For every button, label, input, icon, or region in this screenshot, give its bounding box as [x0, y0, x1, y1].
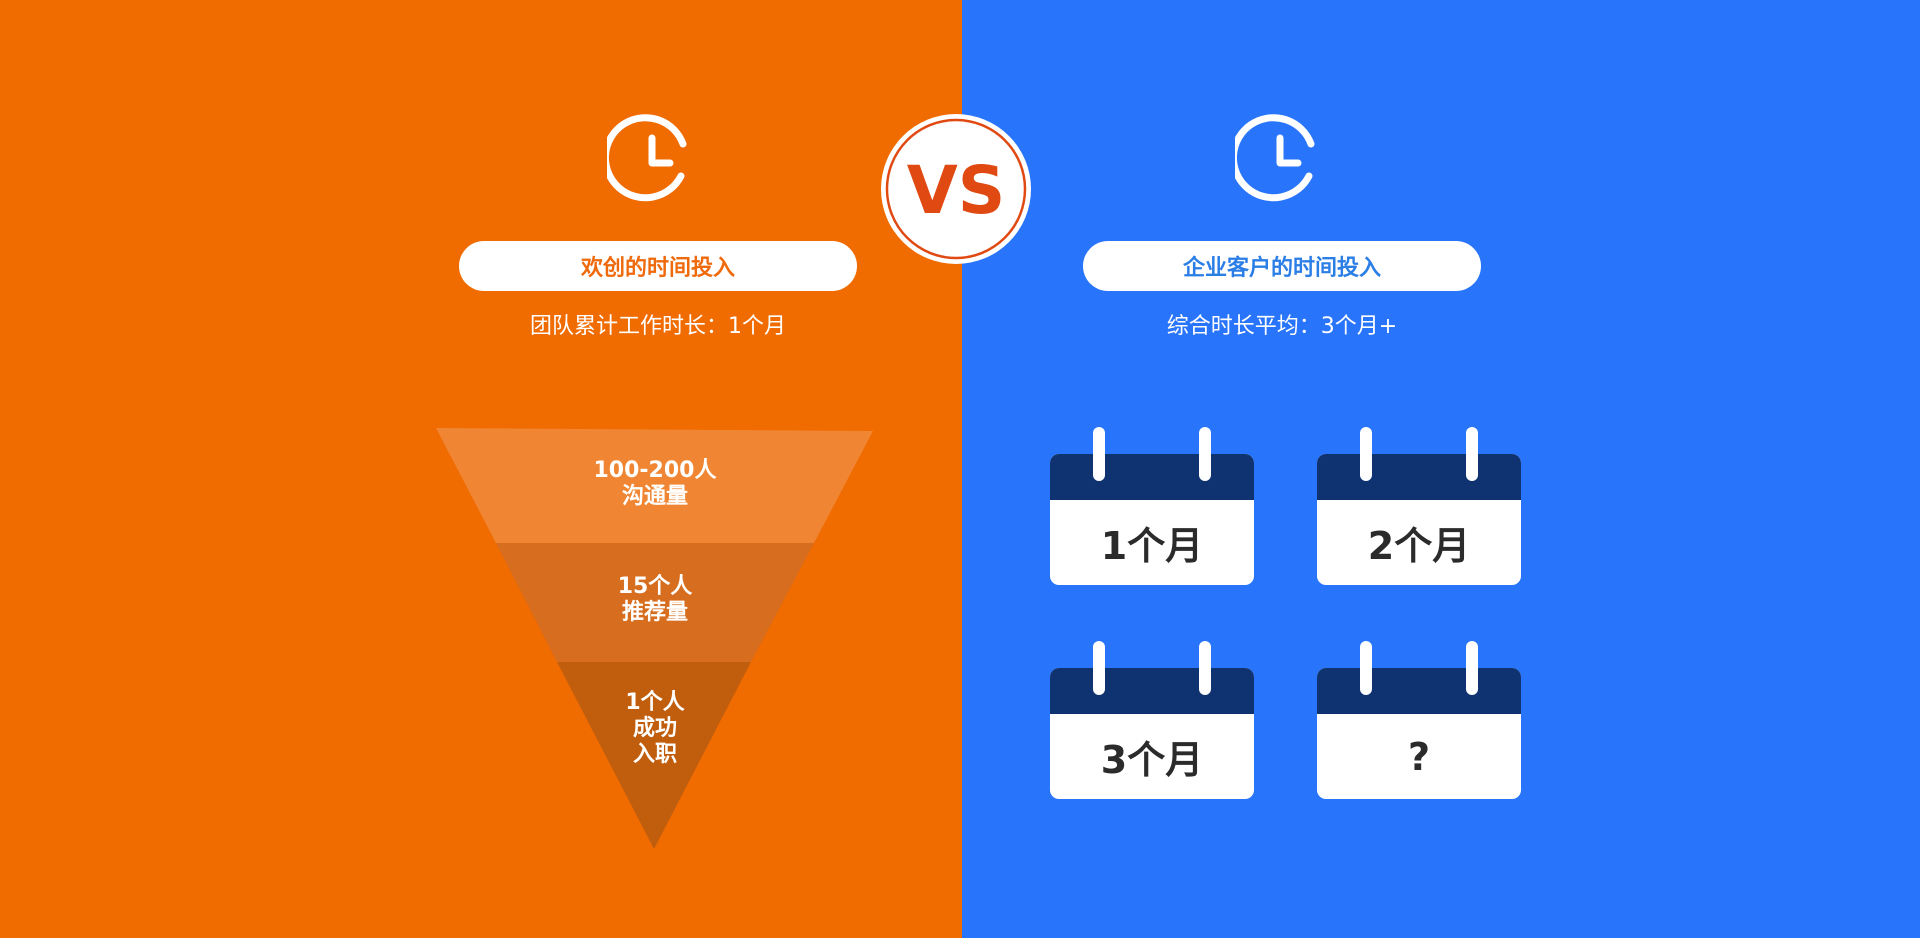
funnel-tier-bottom-line1: 1个人: [625, 690, 685, 715]
funnel-tier-top-line1: 100-200人: [593, 458, 717, 483]
right-title: 企业客户的时间投入: [1182, 256, 1381, 281]
funnel-tier-bottom-label: 1个人 成功 入职: [505, 690, 805, 768]
funnel-tier-middle-line1: 15个人: [617, 574, 693, 599]
calendar-icon: 3个月: [1050, 641, 1254, 801]
funnel-tier-middle-label: 15个人 推荐量: [505, 574, 805, 626]
funnel-tier-top-label: 100-200人 沟通量: [505, 458, 805, 510]
left-title-pill: 欢创的时间投入: [459, 241, 857, 291]
calendar-label: 3个月: [1100, 738, 1204, 782]
left-title: 欢创的时间投入: [580, 256, 735, 281]
funnel: [436, 428, 873, 849]
calendar-label: ?: [1407, 734, 1431, 779]
calendar-icon: ?: [1317, 641, 1521, 801]
funnel-tier-top: [436, 428, 873, 543]
funnel-tier-bottom-line2: 成功: [632, 716, 677, 741]
right-panel: 企业客户的时间投入 综合时长平均：3个月+ 1个月 2个月: [962, 0, 1920, 938]
calendar-icon: 1个月: [1050, 427, 1254, 587]
vs-badge: VS: [881, 114, 1031, 264]
calendar-label: 1个月: [1100, 524, 1204, 568]
vs-text: VS: [907, 152, 1006, 229]
funnel-tier-middle: [496, 543, 814, 662]
clock-icon: [607, 114, 687, 202]
clock-icon: [1235, 114, 1315, 202]
right-title-pill: 企业客户的时间投入: [1083, 241, 1481, 291]
calendar-icon: 2个月: [1317, 427, 1521, 587]
left-subtitle: 团队累计工作时长：1个月: [530, 314, 786, 339]
funnel-tier-bottom-line3: 入职: [632, 742, 677, 767]
funnel-tier-middle-line2: 推荐量: [621, 600, 688, 625]
right-subtitle: 综合时长平均：3个月+: [1166, 314, 1398, 339]
funnel-tier-top-line2: 沟通量: [621, 484, 688, 509]
left-panel: 欢创的时间投入 团队累计工作时长：1个月 100-200人 沟通量 15个人 推…: [0, 0, 962, 938]
calendar-label: 2个月: [1367, 524, 1471, 568]
funnel-tier-bottom: [557, 662, 751, 849]
